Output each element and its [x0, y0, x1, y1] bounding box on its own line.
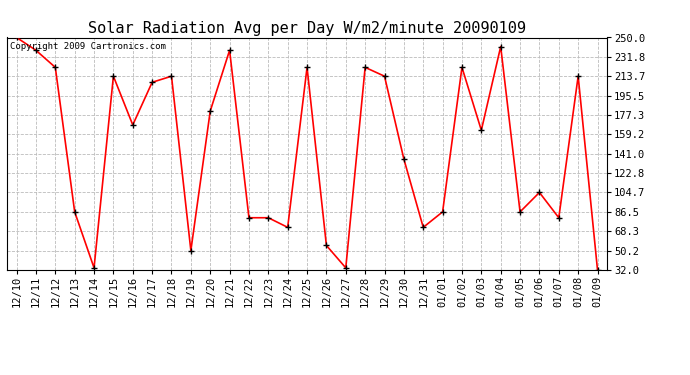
Title: Solar Radiation Avg per Day W/m2/minute 20090109: Solar Radiation Avg per Day W/m2/minute …: [88, 21, 526, 36]
Text: Copyright 2009 Cartronics.com: Copyright 2009 Cartronics.com: [10, 42, 166, 51]
